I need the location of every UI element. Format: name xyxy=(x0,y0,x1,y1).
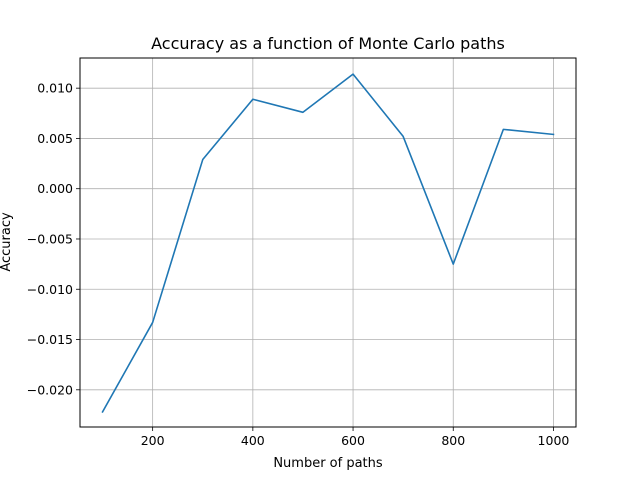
plot-frame xyxy=(79,57,577,428)
grid xyxy=(80,58,576,427)
y-tick-label: −0.020 xyxy=(27,382,73,397)
x-tick-label: 400 xyxy=(241,433,265,448)
chart-title: Accuracy as a function of Monte Carlo pa… xyxy=(151,34,505,53)
y-tick-label: 0.005 xyxy=(37,131,73,146)
x-tick-label: 200 xyxy=(141,433,165,448)
x-tick-label: 600 xyxy=(341,433,365,448)
x-tick-label: 800 xyxy=(441,433,465,448)
plot-lines xyxy=(101,73,555,414)
x-tick-label: 1000 xyxy=(538,433,570,448)
y-axis-label: Accuracy xyxy=(0,212,14,272)
y-tick-label: 0.010 xyxy=(37,81,73,96)
y-tick-label: −0.015 xyxy=(27,332,73,347)
y-tick-label: −0.005 xyxy=(27,231,73,246)
series-line xyxy=(101,73,555,414)
y-tick-label: −0.010 xyxy=(27,282,73,297)
ticks: 200 400 600 800 1000 −0.020 −0.015 −0.010 −0.005… xyxy=(27,81,570,448)
y-tick-label: 0.000 xyxy=(37,181,73,196)
x-axis-label: Number of paths xyxy=(273,456,383,471)
